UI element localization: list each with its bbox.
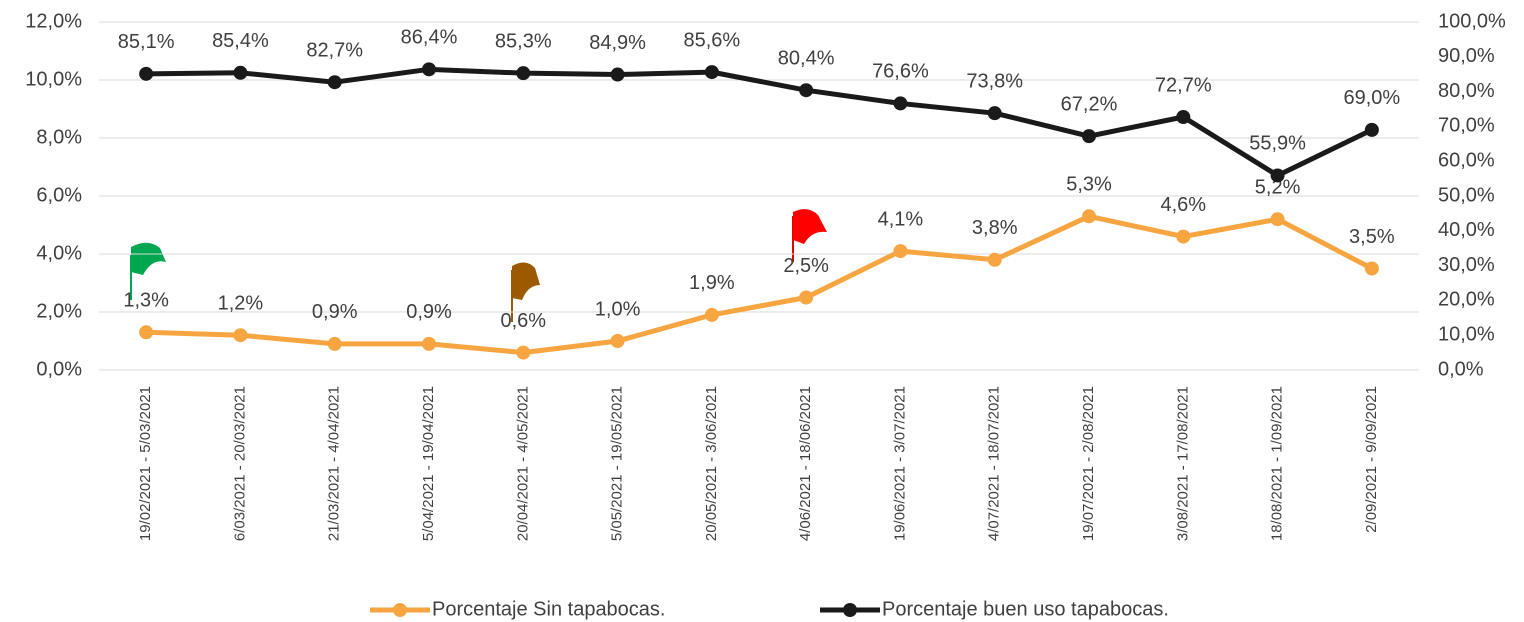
legend-marker: [843, 603, 857, 617]
point: [893, 96, 908, 111]
plot: 0,0% 2,0% 4,0% 6,0% 8,0% 10,0% 12,0% 0,0% 10,0% 2…: [25, 10, 1506, 620]
data-label: 76,6%: [872, 61, 929, 83]
point: [139, 325, 154, 340]
grid: [99, 21, 1419, 371]
y2-tick-label: 50,0%: [1438, 184, 1495, 206]
legend-label: Porcentaje buen uso tapabocas.: [882, 598, 1169, 620]
series-line: [146, 66, 1373, 178]
x-tick-label: 5/04/2021 - 19/04/2021: [420, 386, 437, 541]
y2-tick-label: 20,0%: [1438, 289, 1495, 311]
data-label: 4,6%: [1160, 194, 1206, 216]
x-tick-label: 20/04/2021 - 4/05/2021: [514, 386, 531, 541]
point: [1176, 229, 1191, 244]
data-label: 3,8%: [972, 217, 1018, 239]
point: [1270, 168, 1285, 183]
data-label: 5,2%: [1255, 176, 1301, 198]
legend-marker: [393, 603, 407, 617]
x-tick-label: 2/09/2021 - 9/09/2021: [1363, 386, 1380, 533]
y2-tick-label: 90,0%: [1438, 45, 1495, 67]
x-tick-label: 6/03/2021 - 20/03/2021: [231, 386, 248, 541]
data-label: 82,7%: [306, 39, 363, 61]
series-line: [146, 213, 1374, 356]
data-label: 0,6%: [500, 310, 546, 332]
point: [233, 328, 248, 343]
legend-label: Porcentaje Sin tapabocas.: [432, 598, 666, 620]
point: [139, 66, 154, 81]
point: [610, 67, 625, 82]
point: [799, 83, 814, 98]
y2-tick-label: 70,0%: [1438, 115, 1495, 137]
y-tick-label: 6,0%: [36, 184, 82, 206]
x-tick-label: 3/08/2021 - 17/08/2021: [1174, 386, 1191, 541]
x-tick-label: 20/05/2021 - 3/06/2021: [703, 386, 720, 541]
point: [704, 307, 719, 322]
point: [1082, 129, 1096, 144]
data-label: 0,9%: [312, 301, 358, 323]
data-label: 5,3%: [1066, 174, 1112, 196]
point: [516, 66, 531, 81]
y2-tick-label: 60,0%: [1438, 149, 1495, 171]
y-tick-label: 12,0%: [25, 10, 82, 32]
data-label: 1,0%: [595, 298, 641, 320]
x-tick-label: 19/06/2021 - 3/07/2021: [891, 386, 908, 541]
point: [987, 106, 1002, 121]
point: [1270, 212, 1285, 227]
point: [1082, 209, 1096, 224]
x-tick-label: 21/03/2021 - 4/04/2021: [326, 386, 343, 541]
y-tick-label: 0,0%: [36, 358, 82, 380]
y2-tick-label: 30,0%: [1438, 254, 1495, 276]
point: [893, 244, 908, 259]
point: [1364, 261, 1379, 276]
data-label: 1,3%: [123, 290, 169, 312]
y2-tick-label: 100,0%: [1438, 10, 1506, 32]
point: [1364, 122, 1379, 137]
data-label: 67,2%: [1061, 93, 1118, 115]
x-tick-label: 4/07/2021 - 18/07/2021: [986, 386, 1003, 541]
point: [799, 290, 814, 305]
data-label: 80,4%: [778, 47, 835, 69]
data-label: 0,9%: [406, 301, 452, 323]
point: [987, 252, 1002, 267]
point: [1176, 110, 1191, 125]
x-tick-label: 4/06/2021 - 18/06/2021: [797, 386, 814, 541]
point: [516, 345, 531, 360]
data-label: 2,5%: [783, 255, 829, 277]
data-label: 69,0%: [1343, 87, 1400, 109]
flag-brown: [511, 262, 540, 322]
data-label: 85,4%: [212, 30, 269, 52]
data-label: 85,6%: [683, 29, 740, 51]
point: [610, 334, 625, 348]
y2-tick-label: 80,0%: [1438, 80, 1495, 102]
point: [327, 75, 342, 90]
y-tick-label: 10,0%: [25, 68, 82, 90]
y2-tick-label: 0,0%: [1438, 358, 1484, 380]
data-label: 3,5%: [1349, 226, 1395, 248]
y-tick-label: 4,0%: [36, 242, 82, 264]
x-tick-label: 5/05/2021 - 19/05/2021: [609, 386, 626, 541]
x-tick-label: 18/08/2021 - 1/09/2021: [1269, 386, 1286, 541]
flag-green: [130, 242, 166, 300]
point: [704, 65, 719, 80]
data-label: 72,7%: [1155, 74, 1212, 96]
data-label: 1,9%: [689, 272, 735, 294]
data-label: 55,9%: [1249, 133, 1306, 155]
data-label: 85,1%: [118, 31, 175, 53]
x-tick-label: 19/07/2021 - 2/08/2021: [1080, 386, 1097, 541]
y-tick-label: 8,0%: [36, 126, 82, 148]
point: [233, 65, 248, 80]
data-label: 73,8%: [966, 70, 1023, 92]
data-label: 84,9%: [589, 32, 646, 54]
data-label: 4,1%: [878, 208, 924, 230]
data-label: 1,2%: [218, 292, 264, 314]
point: [422, 62, 436, 77]
x-tick-label: 19/02/2021 - 5/03/2021: [137, 386, 154, 541]
point: [422, 336, 436, 351]
point: [327, 336, 342, 351]
data-label: 85,3%: [495, 30, 552, 52]
y2-tick-label: 10,0%: [1438, 323, 1495, 345]
data-label: 86,4%: [401, 27, 458, 49]
y2-tick-label: 40,0%: [1438, 219, 1495, 241]
y-tick-label: 2,0%: [36, 300, 82, 322]
